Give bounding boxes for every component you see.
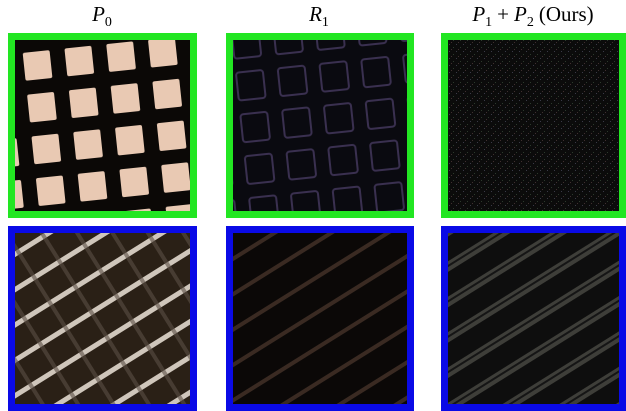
image-tile bbox=[230, 37, 411, 215]
column-title: P1+P2(Ours) bbox=[471, 2, 593, 30]
title-part: P bbox=[91, 2, 105, 26]
title-part: (Ours) bbox=[539, 2, 594, 26]
title-part: P bbox=[513, 2, 527, 26]
title-part: 1 bbox=[485, 15, 492, 30]
figure: P0 R1 P1+P2(Ours) bbox=[0, 0, 626, 411]
image-tile bbox=[12, 230, 194, 408]
column-title: P0 bbox=[91, 2, 112, 30]
column-title: R1 bbox=[308, 2, 329, 30]
title-part: + bbox=[497, 2, 509, 26]
title-part: R bbox=[308, 2, 322, 26]
image-tile bbox=[230, 230, 411, 408]
title-part: P bbox=[471, 2, 485, 26]
title-part: 2 bbox=[527, 15, 534, 30]
title-part: 0 bbox=[105, 15, 112, 30]
image-tile bbox=[445, 37, 623, 215]
image-tile bbox=[12, 37, 194, 215]
image-tile bbox=[445, 230, 623, 408]
title-part: 1 bbox=[322, 15, 329, 30]
